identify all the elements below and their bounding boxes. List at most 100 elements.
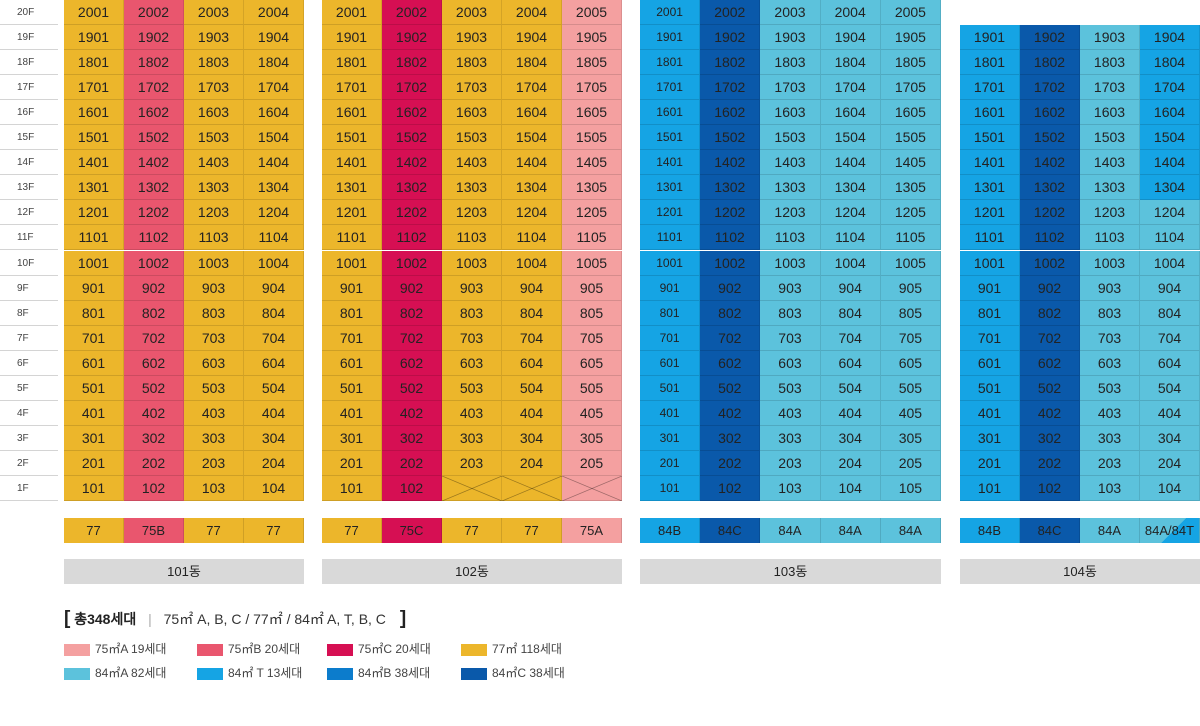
unit-cell[interactable]: 102 (124, 475, 184, 501)
unit-cell[interactable]: 1901 (640, 25, 701, 51)
unit-cell[interactable]: 1601 (64, 100, 124, 126)
unit-cell[interactable]: 2003 (184, 0, 244, 25)
unit-cell[interactable]: 1504 (502, 125, 562, 151)
unit-cell[interactable]: 1504 (820, 125, 881, 151)
unit-cell[interactable]: 1404 (502, 150, 562, 176)
unit-cell[interactable]: 705 (562, 325, 622, 351)
unit-cell[interactable]: 1901 (960, 25, 1020, 51)
unit-cell[interactable]: 201 (322, 450, 382, 476)
unit-cell[interactable]: 604 (502, 350, 562, 376)
unit-cell[interactable]: 1402 (700, 150, 761, 176)
unit-cell[interactable]: 905 (880, 275, 941, 301)
unit-cell[interactable]: 1701 (64, 75, 124, 101)
unit-cell[interactable]: 403 (1080, 400, 1140, 426)
unit-cell[interactable]: 205 (880, 450, 941, 476)
unit-cell[interactable]: 1203 (1080, 200, 1140, 226)
unit-cell[interactable]: 2003 (760, 0, 821, 25)
unit-cell[interactable]: 302 (1020, 425, 1080, 451)
unit-cell[interactable]: 1602 (124, 100, 184, 126)
unit-cell[interactable]: 1201 (960, 200, 1020, 226)
unit-cell[interactable]: 102 (700, 475, 761, 501)
unit-cell[interactable]: 1401 (64, 150, 124, 176)
unit-cell[interactable]: 1303 (1080, 175, 1140, 201)
unit-cell[interactable]: 1504 (1140, 125, 1200, 151)
unit-cell[interactable]: 102 (1020, 475, 1080, 501)
unit-cell[interactable]: 1001 (322, 250, 382, 276)
unit-cell[interactable]: 1704 (244, 75, 304, 101)
unit-cell[interactable]: 1102 (1020, 225, 1080, 251)
unit-cell[interactable]: 1002 (382, 250, 442, 276)
unit-cell[interactable]: 903 (760, 275, 821, 301)
unit-cell[interactable]: 1203 (184, 200, 244, 226)
unit-cell[interactable]: 1403 (760, 150, 821, 176)
unit-cell[interactable]: 505 (562, 375, 622, 401)
unit-cell[interactable]: 1905 (880, 25, 941, 51)
unit-cell[interactable]: 402 (382, 400, 442, 426)
unit-cell[interactable]: 702 (700, 325, 761, 351)
unit-cell[interactable]: 1705 (880, 75, 941, 101)
unit-cell[interactable]: 602 (382, 350, 442, 376)
unit-cell[interactable]: 1702 (1020, 75, 1080, 101)
unit-cell[interactable]: 1902 (700, 25, 761, 51)
unit-cell[interactable]: 1502 (382, 125, 442, 151)
unit-cell[interactable]: 804 (1140, 300, 1200, 326)
unit-cell[interactable]: 203 (442, 450, 502, 476)
unit-cell[interactable]: 1105 (562, 225, 622, 251)
unit-cell[interactable]: 1103 (184, 225, 244, 251)
unit-cell[interactable]: 805 (880, 300, 941, 326)
unit-cell[interactable]: 505 (880, 375, 941, 401)
unit-cell[interactable]: 1704 (820, 75, 881, 101)
unit-cell[interactable]: 1201 (322, 200, 382, 226)
unit-cell[interactable]: 801 (322, 300, 382, 326)
unit-cell[interactable]: 705 (880, 325, 941, 351)
unit-cell[interactable]: 801 (64, 300, 124, 326)
unit-cell[interactable]: 1102 (124, 225, 184, 251)
unit-cell[interactable]: 905 (562, 275, 622, 301)
unit-cell[interactable]: 904 (244, 275, 304, 301)
unit-cell[interactable]: 104 (820, 475, 881, 501)
unit-cell[interactable]: 405 (562, 400, 622, 426)
unit-cell[interactable]: 2004 (820, 0, 881, 25)
unit-cell[interactable]: 1105 (880, 225, 941, 251)
unit-cell[interactable]: 301 (322, 425, 382, 451)
unit-cell[interactable]: 1305 (880, 175, 941, 201)
unit-cell[interactable]: 1104 (244, 225, 304, 251)
unit-cell[interactable]: 1103 (442, 225, 502, 251)
unit-cell[interactable]: 1003 (1080, 250, 1140, 276)
unit-cell[interactable]: 1903 (442, 25, 502, 51)
unit-cell[interactable]: 1005 (880, 250, 941, 276)
unit-cell[interactable]: 501 (640, 375, 701, 401)
unit-cell[interactable]: 1801 (64, 50, 124, 76)
unit-cell[interactable]: 2002 (382, 0, 442, 25)
unit-cell[interactable]: 303 (760, 425, 821, 451)
unit-cell[interactable]: 1503 (442, 125, 502, 151)
unit-cell[interactable]: 703 (184, 325, 244, 351)
unit-cell[interactable]: 1101 (322, 225, 382, 251)
unit-cell[interactable]: 1301 (640, 175, 701, 201)
unit-cell[interactable]: 1205 (562, 200, 622, 226)
unit-cell[interactable]: 801 (960, 300, 1020, 326)
unit-cell[interactable]: 502 (124, 375, 184, 401)
unit-cell[interactable]: 1804 (502, 50, 562, 76)
unit-cell[interactable]: 1404 (1140, 150, 1200, 176)
unit-cell[interactable]: 1605 (562, 100, 622, 126)
unit-cell[interactable]: 304 (502, 425, 562, 451)
unit-cell[interactable]: 1402 (124, 150, 184, 176)
unit-cell[interactable]: 1603 (760, 100, 821, 126)
unit-cell[interactable]: 1804 (1140, 50, 1200, 76)
unit-cell[interactable]: 1604 (1140, 100, 1200, 126)
unit-cell[interactable]: 1604 (244, 100, 304, 126)
unit-cell[interactable]: 1701 (322, 75, 382, 101)
unit-cell[interactable]: 1001 (960, 250, 1020, 276)
unit-cell[interactable]: 1403 (442, 150, 502, 176)
unit-cell[interactable]: 801 (640, 300, 701, 326)
unit-cell[interactable]: 501 (64, 375, 124, 401)
unit-cell[interactable]: 604 (244, 350, 304, 376)
unit-cell[interactable]: 203 (760, 450, 821, 476)
unit-cell[interactable]: 2002 (124, 0, 184, 25)
unit-cell[interactable]: 1404 (244, 150, 304, 176)
unit-cell[interactable]: 603 (442, 350, 502, 376)
unit-cell[interactable]: 1204 (1140, 200, 1200, 226)
unit-cell[interactable]: 1703 (1080, 75, 1140, 101)
unit-cell[interactable]: 1405 (880, 150, 941, 176)
